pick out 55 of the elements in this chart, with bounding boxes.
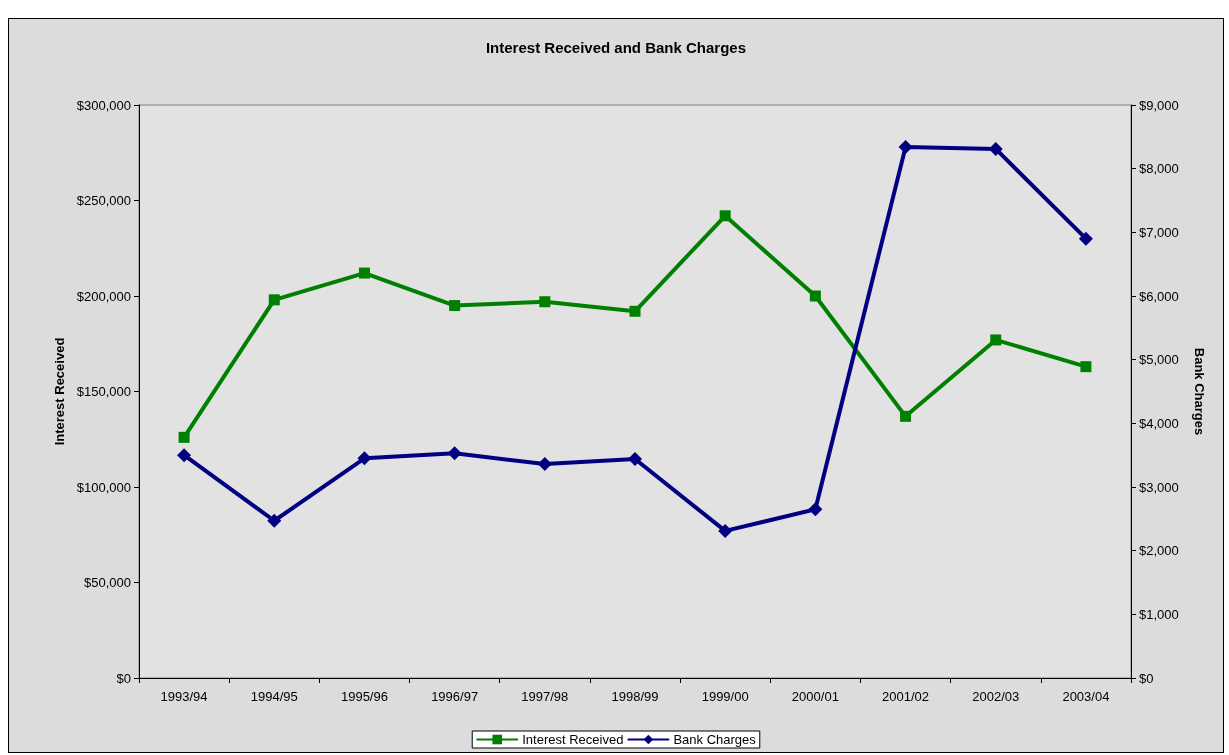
x-tick-label: 1995/96: [340, 689, 388, 704]
y2-tick-label: $5,000: [1139, 352, 1179, 368]
x-tick-label: 2000/01: [791, 689, 839, 704]
point: [268, 294, 280, 306]
point: [357, 451, 372, 466]
point: [808, 502, 823, 517]
point: [629, 305, 641, 317]
y-tick-label: $150,000: [76, 384, 131, 399]
point: [449, 300, 461, 312]
y2-tick-label: $2,000: [1139, 543, 1179, 559]
y2-tick-label: $8,000: [1139, 161, 1179, 177]
y2-tick-label: $3,000: [1139, 479, 1179, 495]
y-tick-label: $50,000: [84, 575, 131, 590]
point: [447, 446, 462, 461]
y2-tick-label: $7,000: [1139, 224, 1179, 240]
x-tick-label: 2001/02: [882, 689, 930, 704]
legend-label: Interest Received: [522, 732, 624, 747]
point: [1080, 361, 1092, 373]
y-tick-label: $100,000: [76, 479, 131, 495]
x-tick-label: 2002/03: [972, 689, 1020, 704]
x-tick-label: 1997/98: [521, 689, 569, 704]
chart-title: Interest Received and Bank Charges: [485, 39, 747, 56]
y2-tick-label: $9,000: [1139, 97, 1179, 113]
point: [178, 431, 190, 443]
x-tick-label: 1993/94: [160, 689, 208, 704]
point: [898, 140, 913, 155]
legend-label: Bank Charges: [673, 732, 757, 747]
x-tick-label: 1994/95: [250, 689, 298, 704]
point: [177, 448, 192, 463]
x-tick-label: 1996/97: [431, 689, 479, 704]
point: [1078, 231, 1093, 246]
x-tick-label: 2003/04: [1062, 689, 1110, 704]
point: [990, 334, 1002, 346]
point: [628, 451, 642, 466]
y2-tick-label: $1,000: [1139, 606, 1179, 622]
y-tick-label: $0: [116, 670, 131, 686]
y-tick-label: $300,000: [76, 97, 131, 113]
y2-tick-label: $0: [1139, 670, 1154, 686]
point: [988, 141, 1003, 156]
point: [809, 290, 821, 302]
point: [267, 513, 282, 528]
point: [718, 523, 733, 538]
point: [539, 296, 551, 308]
y-axis-title: Interest Received: [51, 337, 67, 446]
y-tick-label: $200,000: [76, 288, 131, 304]
point: [719, 210, 731, 222]
y2-tick-label: $6,000: [1139, 288, 1179, 304]
x-tick-label: 1998/99: [611, 689, 659, 704]
point: [900, 410, 912, 422]
point: [537, 457, 552, 472]
y2-axis-title: Bank Charges: [1192, 347, 1207, 436]
x-tick-label: 1999/00: [701, 689, 749, 704]
y-tick-label: $250,000: [76, 193, 131, 208]
point: [358, 267, 370, 279]
y2-tick-label: $4,000: [1139, 415, 1179, 431]
